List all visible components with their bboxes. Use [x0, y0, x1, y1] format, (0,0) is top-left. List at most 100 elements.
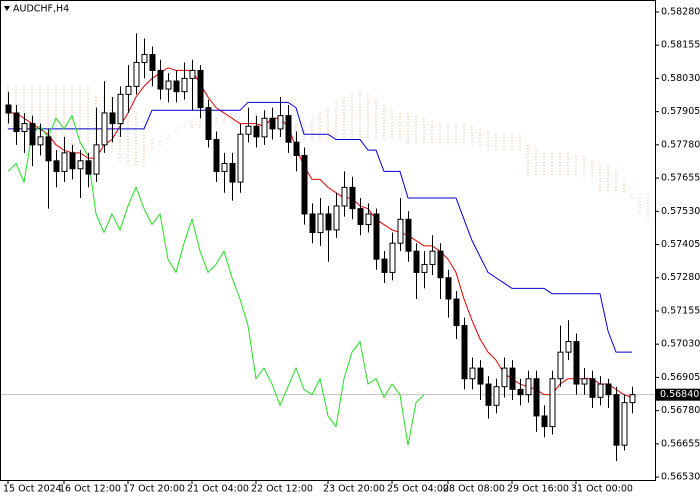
chart-title: AUDCHF,H4 [13, 4, 69, 15]
y-tick-label: 0.57030 [661, 339, 700, 350]
y-tick-label: 0.57530 [661, 206, 700, 217]
candle-body [445, 277, 452, 300]
candle-body [461, 325, 468, 380]
candle-body [61, 152, 68, 172]
candle-body [197, 69, 204, 109]
price-label-box [656, 388, 700, 401]
candle-body [357, 208, 364, 226]
candle-body [525, 378, 532, 396]
candle-body [101, 112, 108, 146]
candle-body [85, 160, 92, 175]
candle-body [573, 341, 580, 385]
candle-body [373, 213, 380, 260]
candle-body [541, 415, 548, 428]
candle-body [141, 53, 148, 63]
y-tick-label: 0.56530 [661, 472, 700, 483]
y-tick-label: 0.57155 [661, 305, 700, 316]
candle-body [517, 388, 524, 396]
candle-body [501, 367, 508, 388]
x-tick-label: 15 Oct 2024 [3, 484, 62, 495]
candle-body [149, 53, 156, 71]
x-tick-label: 22 Oct 12:00 [251, 484, 313, 495]
candle-body [597, 383, 604, 398]
candle-body [269, 117, 276, 130]
candle-body [341, 186, 348, 207]
candle-body [565, 341, 572, 353]
y-tick-label: 0.57655 [661, 173, 700, 184]
candle-body [437, 250, 444, 279]
x-tick-label: 25 Oct 04:00 [387, 484, 449, 495]
y-tick-label: 0.57780 [661, 139, 700, 150]
candle-body [21, 123, 28, 133]
candle-body [221, 162, 228, 172]
x-tick-label: 16 Oct 12:00 [59, 484, 121, 495]
candle-body [309, 213, 316, 234]
candle-body [69, 152, 76, 170]
symbol-icon [4, 6, 10, 11]
y-tick-label: 0.56655 [661, 438, 700, 449]
candle-body [53, 160, 60, 172]
candle-body [37, 136, 44, 146]
x-tick-label: 21 Oct 04:00 [187, 484, 249, 495]
candle-body [413, 250, 420, 273]
candle-body [349, 186, 356, 210]
candle-body [589, 378, 596, 398]
candle-body [533, 378, 540, 417]
candle-body [605, 383, 612, 396]
candle-body [205, 107, 212, 141]
price-label: 0.56840 [660, 389, 699, 400]
candle-body [77, 160, 84, 170]
candle-body [509, 367, 516, 390]
candle-body [333, 205, 340, 231]
x-tick-label: 28 Oct 08:00 [443, 484, 505, 495]
candle-body [45, 136, 52, 162]
y-tick-label: 0.58155 [661, 40, 700, 51]
x-tick-label: 29 Oct 16:00 [507, 484, 569, 495]
candle-body [613, 394, 620, 446]
candle-body [181, 77, 188, 93]
candle-body [581, 378, 588, 385]
candle-body [213, 139, 220, 172]
candle-body [389, 242, 396, 273]
candle-body [405, 218, 412, 252]
y-tick-label: 0.56905 [661, 372, 700, 383]
candle-body [165, 80, 172, 90]
indicator-line [7, 114, 425, 446]
y-tick-label: 0.58280 [661, 6, 700, 17]
candle-body [421, 263, 428, 273]
candle-body [173, 80, 180, 93]
candle-body [229, 162, 236, 183]
x-tick-label: 31 Oct 00:00 [571, 484, 633, 495]
y-tick-label: 0.57905 [661, 106, 700, 117]
candle-body [133, 61, 140, 87]
candle-body [453, 298, 460, 327]
candle-body [245, 125, 252, 135]
y-tick-label: 0.58030 [661, 73, 700, 84]
candle-body [397, 218, 404, 244]
candle-body [189, 69, 196, 79]
candle-body [5, 104, 12, 114]
candle-body [429, 250, 436, 265]
candle-body [557, 351, 564, 380]
candle-body [493, 386, 500, 406]
candle-body [29, 123, 36, 146]
candle-body [293, 141, 300, 156]
candle-body [301, 154, 308, 215]
candle-body [261, 117, 268, 138]
candle-body [93, 144, 100, 175]
candle-body [381, 258, 388, 273]
candle-body [237, 133, 244, 183]
candle-body [253, 125, 260, 138]
y-tick-label: 0.57405 [661, 239, 700, 250]
candle-body [325, 213, 332, 231]
candle-body [125, 85, 132, 95]
y-tick-label: 0.57280 [661, 272, 700, 283]
x-tick-label: 23 Oct 20:00 [323, 484, 385, 495]
candle-body [629, 394, 636, 404]
candle-body [477, 367, 484, 385]
y-tick-label: 0.56780 [661, 405, 700, 416]
candle-body [13, 112, 20, 133]
plot-frame [0, 0, 656, 481]
candle-body [117, 93, 124, 125]
